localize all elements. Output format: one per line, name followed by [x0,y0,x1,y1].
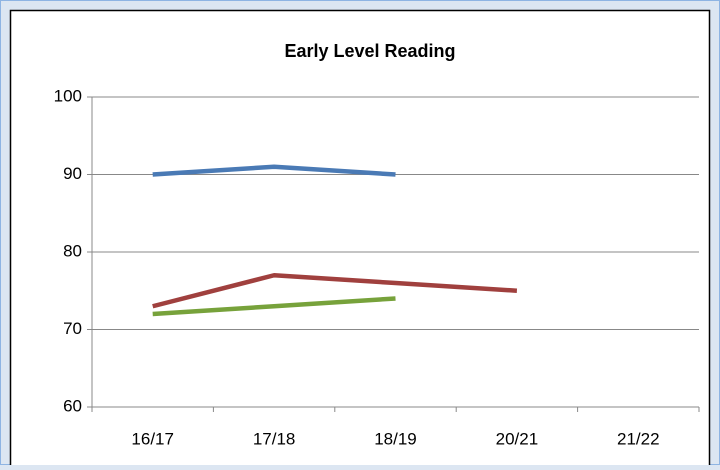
x-tick-label: 21/22 [617,429,660,448]
chart-title: Early Level Reading [284,41,455,61]
series-line [152,164,396,177]
y-tick-label: 70 [63,319,82,338]
x-tick-label: 16/17 [131,429,174,448]
chart-panel [9,9,711,470]
y-tick-label: 80 [63,241,82,260]
x-tick-label: 18/19 [374,429,417,448]
y-tick-label: 60 [63,396,82,415]
series-line [152,296,396,317]
series-line [152,273,518,309]
y-tick-label: 90 [63,164,82,183]
x-tick-label: 17/18 [253,429,296,448]
y-tick-label: 100 [54,86,82,105]
x-tick-label: 20/21 [496,429,539,448]
